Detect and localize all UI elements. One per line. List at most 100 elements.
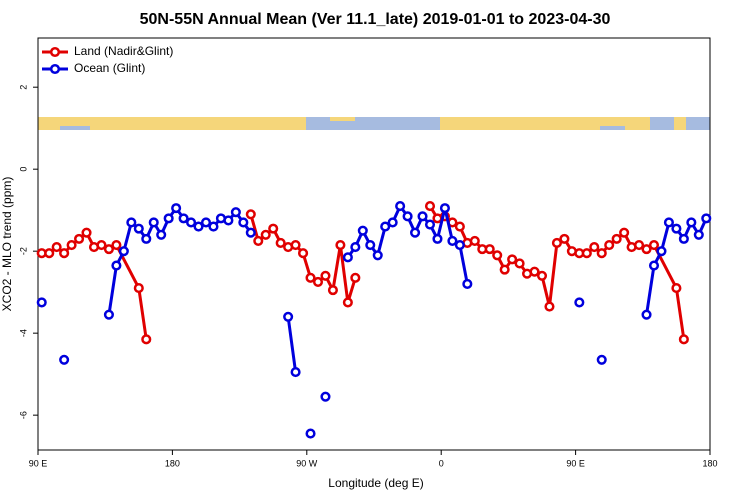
data-point [342,297,353,308]
data-point [51,242,62,253]
data-point [619,227,630,238]
data-point [74,233,85,244]
data-point [424,201,436,212]
y-tick-label: -2 [18,247,28,255]
data-point [81,227,92,238]
y-axis-label: XCO2 - MLO trend (ppm) [0,177,14,312]
data-point [141,233,152,244]
data-point [648,239,660,251]
data-point [66,239,77,251]
data-point [611,233,622,244]
x-tick-label: 90 E [29,458,48,468]
data-point [671,283,682,294]
data-point [492,250,503,261]
data-point [469,235,480,246]
x-tick-label: 180 [702,458,717,468]
data-point [536,270,548,281]
data-point [693,229,704,240]
data-point [551,237,562,249]
data-point [634,239,645,251]
data-point [350,242,361,253]
data-point [186,217,197,228]
data-point [44,248,55,259]
x-tick-label: 0 [439,458,444,468]
data-point [253,235,264,246]
y-tick-label: -4 [18,329,28,337]
data-point [245,209,256,220]
data-point [148,217,159,228]
data-point [596,248,607,259]
data-point [320,270,331,281]
data-point [103,309,114,320]
data-point [96,239,107,251]
data-point [200,217,212,228]
data-point [118,246,129,257]
data-point [484,244,495,255]
y-tick-label: 0 [18,167,28,172]
data-point [305,272,316,283]
x-axis-label: Longitude (deg E) [328,476,423,490]
data-point [454,239,465,251]
data-point [335,239,346,251]
data-point [432,233,443,244]
data-point [103,244,114,255]
data-point [171,203,182,214]
data-point [641,309,652,320]
series-line [107,204,708,373]
data-point [156,229,167,240]
data-point [559,233,570,244]
data-point [701,213,712,224]
data-point [298,248,309,259]
data-point [596,354,607,365]
data-point [245,227,256,238]
data-point [126,217,137,228]
data-point [111,260,122,271]
legend-marker [49,63,61,75]
data-point [208,221,219,232]
data-point [372,250,383,261]
data-point [380,221,391,232]
data-point [439,203,450,214]
data-point [290,367,301,378]
data-point [163,213,174,224]
y-tick-label: 2 [18,85,28,90]
data-point [342,252,353,263]
x-tick-label: 90 W [296,458,318,468]
data-point [387,217,398,228]
data-point [111,239,122,251]
data-point [514,258,525,269]
data-point [656,246,667,257]
data-point [686,217,697,228]
data-point [357,225,368,236]
data-point [178,213,189,224]
data-point [641,244,652,255]
data-point [141,334,152,345]
data-point [238,217,249,228]
chart-title: 50N-55N Annual Mean (Ver 11.1_late) 2019… [140,11,611,28]
data-point [59,248,70,259]
data-point [320,391,331,402]
data-point [312,276,324,287]
data-point [305,428,316,439]
data-point [544,301,555,312]
y-tick-label: -6 [18,411,28,419]
data-point [193,221,204,232]
data-point [133,283,144,294]
data-point [260,229,271,240]
data-point [268,223,279,234]
data-point [424,219,436,230]
data-point [648,260,660,271]
data-point [327,285,338,296]
data-point [59,354,70,365]
data-point [462,278,473,290]
data-point [410,227,421,238]
data-point [604,239,615,251]
x-tick-label: 90 E [566,458,585,468]
data-point [395,201,406,212]
legend-label: Ocean (Glint) [74,61,145,75]
legend-marker [49,46,61,58]
data-point [581,248,592,259]
data-point [447,235,458,246]
data-point [417,211,428,222]
